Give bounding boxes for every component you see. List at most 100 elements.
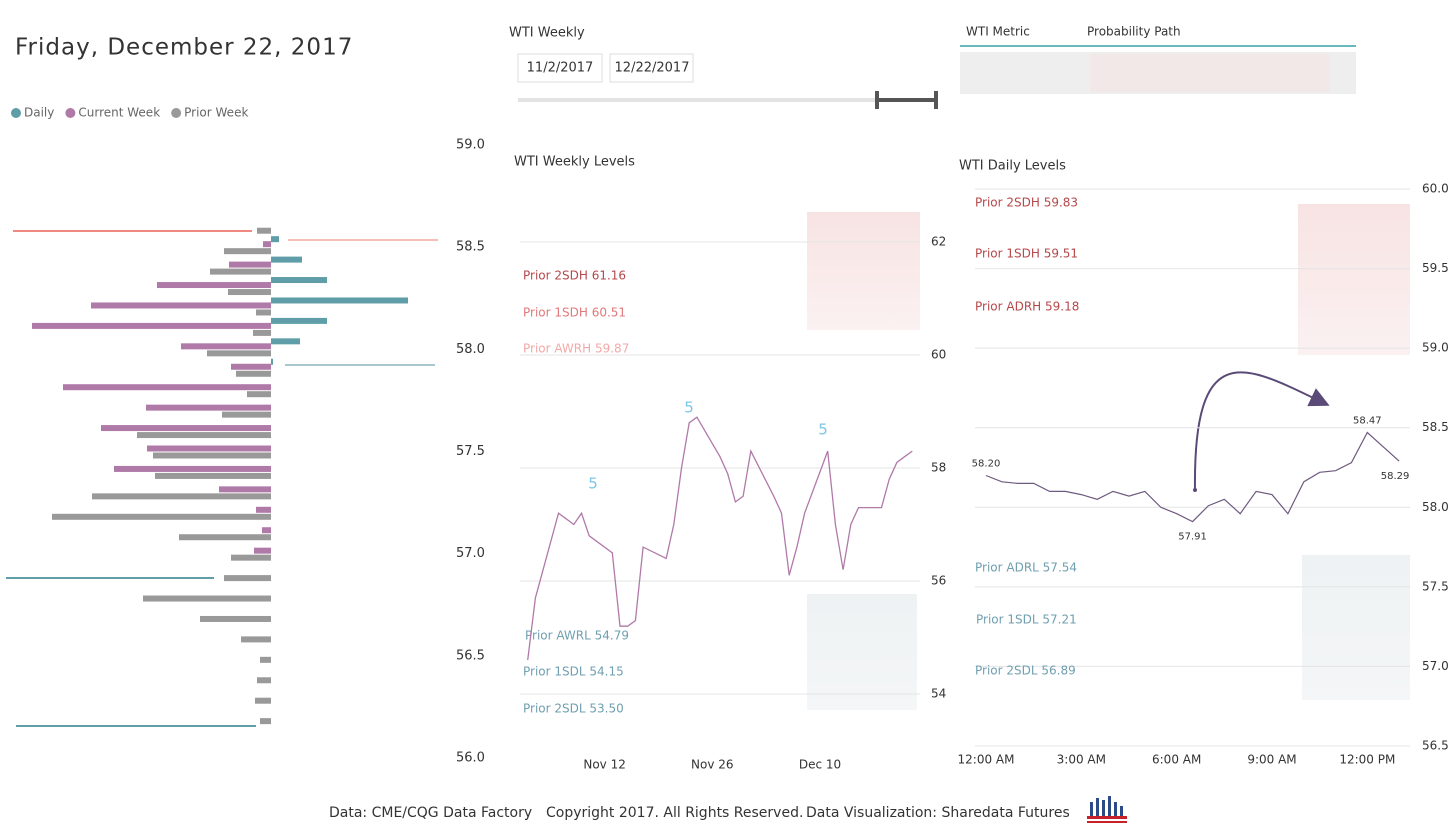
date-box[interactable] — [609, 53, 694, 83]
level-label: Prior ADRH 59.18 — [975, 300, 1079, 314]
bar — [271, 297, 408, 304]
bar — [146, 404, 271, 411]
level-label: Prior 1SDH 59.51 — [975, 247, 1078, 261]
y-tick-label: 60.0 — [1422, 182, 1449, 196]
legend-label: Current Week — [78, 106, 160, 120]
x-tick-label: Nov 12 — [583, 758, 626, 772]
bar — [257, 677, 271, 684]
legend-swatch — [171, 108, 182, 118]
bar — [271, 338, 300, 345]
bar — [210, 268, 271, 275]
chart-title: WTI Daily Levels — [959, 159, 1066, 174]
bar — [271, 277, 327, 284]
slicer-end[interactable]: 12/22/2017 — [615, 61, 690, 76]
x-tick-label: Nov 26 — [691, 758, 734, 772]
blur-box — [807, 212, 920, 330]
y-tick-label: 57.0 — [1422, 659, 1449, 673]
table-header: Probability Path — [1087, 25, 1181, 39]
level-label: Prior ADRL 57.54 — [975, 561, 1077, 575]
bar — [241, 636, 271, 643]
bar — [92, 493, 271, 500]
bar — [155, 472, 271, 479]
value-label: 58.29 — [1381, 471, 1410, 482]
x-tick-label: Dec 10 — [799, 758, 841, 772]
bar — [271, 317, 327, 324]
bar — [52, 513, 271, 520]
x-tick-label: 6:00 AM — [1152, 753, 1201, 767]
bar — [153, 452, 271, 459]
bar — [260, 656, 271, 663]
footer-text: Data: CME/CQG Data Factory — [329, 805, 532, 821]
slicer-start[interactable]: 11/2/2017 — [527, 61, 594, 76]
level-label: Prior 2SDL 56.89 — [975, 664, 1076, 678]
slicer-title: WTI Weekly — [509, 26, 585, 41]
bar — [222, 411, 271, 418]
bar — [247, 391, 271, 398]
legend-label: Daily — [24, 106, 54, 120]
table-body-blur — [1090, 54, 1330, 92]
bar — [231, 554, 271, 561]
y-tick-label: 56 — [931, 574, 946, 588]
y-tick-label: 62 — [931, 235, 946, 249]
legend-swatch — [65, 108, 76, 118]
level-label: Prior 2SDL 53.50 — [523, 702, 624, 716]
bar — [224, 248, 271, 255]
bar — [271, 236, 279, 243]
y-tick-label: 59.0 — [1422, 341, 1449, 355]
y-tick-label: 56.5 — [1422, 739, 1449, 753]
y-tick-label: 56.0 — [456, 751, 485, 766]
bar — [253, 329, 271, 336]
level-label: Prior AWRH 59.87 — [523, 342, 629, 356]
y-tick-label: 56.5 — [456, 648, 485, 663]
legend-label: Prior Week — [184, 106, 248, 120]
level-label: Prior 2SDH 59.83 — [975, 196, 1078, 210]
bar — [256, 506, 271, 513]
bar — [137, 432, 271, 439]
footer-text: Data Visualization: Sharedata Futures — [806, 805, 1070, 821]
bar — [181, 343, 271, 350]
value-label: 58.20 — [972, 458, 1001, 469]
level-label: Prior 2SDH 61.16 — [523, 269, 626, 283]
blur-box — [807, 594, 917, 710]
value-label: 58.47 — [1353, 415, 1382, 426]
value-label: 57.91 — [1178, 532, 1207, 543]
y-tick-label: 57.0 — [456, 546, 485, 561]
price-line — [985, 431, 1400, 523]
bar — [228, 289, 271, 296]
bar — [143, 595, 271, 602]
x-tick-label: 9:00 AM — [1247, 753, 1296, 767]
chart-title: WTI Weekly Levels — [514, 155, 635, 170]
price-line — [527, 416, 913, 661]
bar — [179, 534, 271, 541]
level-label: Prior 1SDH 60.51 — [523, 306, 626, 320]
bar — [254, 547, 271, 554]
level-label: Prior 1SDL 54.15 — [523, 665, 624, 679]
bar — [32, 322, 271, 329]
bar — [271, 256, 302, 263]
y-tick-label: 58.5 — [456, 240, 485, 255]
bar — [157, 282, 271, 289]
y-tick-label: 58.0 — [1422, 500, 1449, 514]
bar — [257, 227, 271, 234]
bar — [207, 350, 271, 357]
bar — [256, 309, 271, 316]
level-label: Prior 1SDL 57.21 — [976, 613, 1077, 627]
y-tick-label: 58 — [931, 461, 946, 475]
logo — [1087, 796, 1127, 823]
date-box[interactable] — [517, 53, 603, 83]
y-tick-label: 57.5 — [1422, 579, 1449, 593]
marker-label: 5 — [588, 475, 598, 493]
marker-label: 5 — [818, 421, 828, 439]
slider-handle[interactable] — [875, 91, 879, 109]
bar — [224, 575, 271, 582]
level-label: Prior AWRL 54.79 — [525, 629, 629, 643]
y-tick-label: 58.0 — [456, 342, 485, 357]
bar — [147, 445, 271, 452]
bar — [260, 718, 271, 725]
y-tick-label: 54 — [931, 687, 946, 701]
slider-handle[interactable] — [934, 91, 938, 109]
bar — [255, 697, 271, 704]
bar — [114, 465, 271, 472]
bar — [271, 358, 273, 365]
